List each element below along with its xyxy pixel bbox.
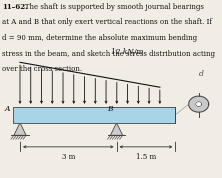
Text: The shaft is supported by smooth journal bearings: The shaft is supported by smooth journal… bbox=[18, 3, 204, 11]
Text: d: d bbox=[198, 70, 203, 78]
Text: 11–62.: 11–62. bbox=[2, 3, 28, 11]
Text: over the cross section.: over the cross section. bbox=[2, 65, 82, 73]
Polygon shape bbox=[110, 123, 123, 135]
Polygon shape bbox=[189, 96, 209, 112]
Text: d = 90 mm, determine the absolute maximum bending: d = 90 mm, determine the absolute maximu… bbox=[2, 34, 197, 42]
Bar bbox=[13, 107, 175, 123]
Text: stress in the beam, and sketch the stress distribution acting: stress in the beam, and sketch the stres… bbox=[2, 50, 215, 58]
Text: 1.5 m: 1.5 m bbox=[136, 153, 156, 161]
Text: at A and B that only exert vertical reactions on the shaft. If: at A and B that only exert vertical reac… bbox=[2, 18, 212, 26]
Polygon shape bbox=[14, 123, 26, 135]
Text: B: B bbox=[107, 106, 113, 113]
Text: A: A bbox=[5, 106, 10, 113]
Text: 3 m: 3 m bbox=[61, 153, 75, 161]
Text: 12 kN/m: 12 kN/m bbox=[111, 48, 143, 56]
Polygon shape bbox=[196, 102, 202, 106]
